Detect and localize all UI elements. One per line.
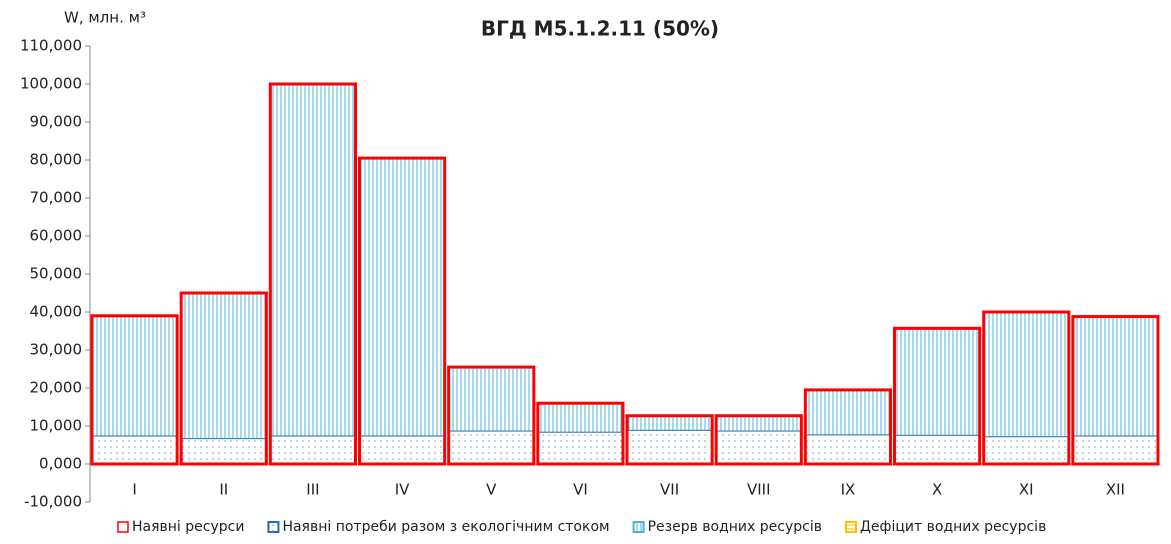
- x-tick-label: XII: [1106, 481, 1125, 499]
- y-tick-label: 20,000: [30, 379, 83, 397]
- bar-segment: [448, 367, 534, 431]
- bar-outline: [1071, 315, 1160, 466]
- y-tick-label: -10,000: [24, 493, 82, 511]
- bar-segment: [804, 433, 892, 465]
- y-tick-label: 30,000: [30, 341, 83, 359]
- y-tick-label: 0,000: [39, 455, 82, 473]
- legend-label: Наявні потреби разом з екологічним стоко…: [282, 519, 609, 535]
- bar-outline: [268, 82, 358, 466]
- y-tick-label: 60,000: [30, 227, 83, 245]
- x-tick-label: IV: [395, 481, 410, 499]
- bar-segment: [894, 328, 980, 435]
- legend-label: Наявні ресурси: [132, 519, 244, 535]
- bar-outline: [179, 291, 268, 466]
- bar-outline: [625, 414, 714, 466]
- x-tick-label: IX: [841, 481, 856, 499]
- bar-segment: [270, 84, 356, 436]
- legend-swatch: [117, 521, 129, 533]
- bar-segment: [893, 433, 981, 465]
- bar-segment: [626, 428, 714, 465]
- y-tick-label: 110,000: [20, 37, 82, 55]
- bar-segment: [1071, 434, 1160, 465]
- bar-segment: [715, 429, 803, 465]
- bar-segment: [805, 389, 891, 435]
- bar-segment: [447, 429, 535, 465]
- bar-segment: [269, 434, 357, 465]
- legend-label: Резерв водних ресурсів: [648, 519, 822, 535]
- bar-outline: [893, 326, 982, 466]
- bar-outline: [536, 401, 625, 466]
- chart-title: ВГД М5.1.2.11 (50%): [481, 17, 719, 41]
- bar-segment: [536, 430, 624, 466]
- x-tick-label: I: [132, 481, 136, 499]
- bar-segment: [1072, 316, 1158, 436]
- bar-segment: [983, 312, 1069, 437]
- y-axis-label: W, млн. м³: [64, 9, 146, 27]
- bar-segment: [358, 434, 446, 465]
- y-tick-label: 80,000: [30, 151, 83, 169]
- x-tick-label: VI: [573, 481, 588, 499]
- bar-outline: [447, 365, 536, 466]
- legend-swatch: [632, 521, 645, 533]
- x-tick-label: V: [486, 481, 497, 499]
- bar-segment: [537, 403, 623, 432]
- x-tick-label: X: [932, 481, 942, 499]
- legend-swatch: [844, 521, 857, 533]
- bar-segment: [359, 158, 445, 436]
- x-tick-label: VIII: [747, 481, 771, 499]
- x-tick-label: II: [219, 481, 228, 499]
- bar-segment: [181, 293, 267, 439]
- y-tick-label: 40,000: [30, 303, 83, 321]
- bar-segment: [982, 435, 1070, 466]
- x-tick-label: XI: [1019, 481, 1034, 499]
- bar-outline: [358, 156, 447, 466]
- y-tick-label: 50,000: [30, 265, 83, 283]
- bar-segment: [716, 415, 802, 431]
- bar-segment: [180, 437, 268, 466]
- x-tick-label: VII: [660, 481, 679, 499]
- bar-segment: [627, 415, 713, 430]
- bar-segment: [91, 434, 179, 465]
- y-tick-label: 10,000: [30, 417, 83, 435]
- y-tick-label: 70,000: [30, 189, 83, 207]
- x-tick-label: III: [306, 481, 319, 499]
- bar-outline: [90, 314, 179, 466]
- bar-outline: [714, 414, 803, 466]
- bar-segment: [92, 315, 178, 436]
- y-tick-label: 100,000: [20, 75, 82, 93]
- bar-outline: [803, 388, 892, 466]
- bar-outline: [982, 310, 1071, 466]
- legend-label: Дефіцит водних ресурсів: [860, 519, 1046, 535]
- legend-swatch: [267, 521, 280, 533]
- y-tick-label: 90,000: [30, 113, 83, 131]
